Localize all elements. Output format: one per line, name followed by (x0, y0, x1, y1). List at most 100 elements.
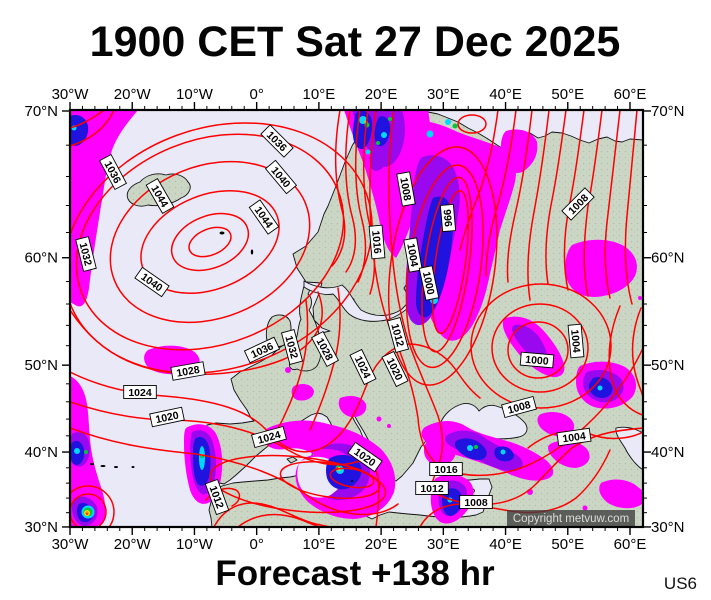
isobar-label: 1004 (567, 323, 585, 359)
isobar-label-box (260, 124, 294, 158)
isobar-label-box (556, 427, 592, 447)
lon-label-bottom: 30°W (52, 536, 90, 553)
copyright-text: Copyright metvuw.com (513, 513, 629, 525)
isobar-label-box (386, 317, 410, 353)
isobar-label-box (149, 406, 185, 428)
lat-label-left: 60°N (24, 250, 58, 267)
isobar-label-value: 1016 (369, 230, 383, 254)
isobar-label: 1024 (251, 425, 287, 449)
lon-label-top: 40°E (489, 86, 522, 103)
isobar-label-box (418, 265, 440, 301)
lon-label-top: 20°E (365, 86, 398, 103)
isobar-label: 1016 (429, 462, 463, 476)
lon-label-bottom: 20°E (365, 536, 398, 553)
isobar-label-box (349, 348, 377, 386)
isobar-label-box (567, 323, 585, 359)
lat-label-left: 30°N (24, 519, 58, 536)
isobar-label-box (243, 336, 281, 364)
lon-label-bottom: 50°E (551, 536, 584, 553)
isobar-label-value: 1032 (77, 241, 94, 267)
isobar-label: 1016 (368, 224, 386, 260)
lon-label-top: 30°W (52, 86, 90, 103)
isobar-label: 1012 (415, 481, 449, 495)
azores3 (114, 466, 118, 468)
isobar-label: 1008 (396, 171, 416, 207)
isobar-label-value: 996 (440, 209, 453, 228)
isobar-label-box (248, 199, 280, 235)
isobar-label: 1008 (459, 495, 493, 509)
isobar-label-value: 1012 (420, 483, 444, 495)
island-specks (90, 231, 353, 482)
isobar-label: 1000 (418, 265, 440, 301)
lat-label-left: 40°N (24, 444, 58, 461)
malta (351, 480, 353, 482)
isobar-label-value: 1024 (256, 429, 282, 447)
lon-label-bottom: 0° (249, 536, 263, 553)
isobar-label-box (204, 478, 230, 516)
isobar-label: 1028 (170, 361, 206, 381)
lon-label-top: 10°W (176, 86, 214, 103)
lat-label-right: 40°N (651, 444, 685, 461)
lat-label-right: 70°N (651, 103, 685, 120)
isobar-label-value: 1012 (388, 322, 406, 348)
isobar-label-box (264, 159, 298, 195)
isobar-label-box (98, 153, 128, 191)
isobar-label-box (134, 266, 170, 298)
lat-label-left: 50°N (24, 357, 58, 374)
isobar-label-box (415, 481, 449, 495)
isobar-label-value: 1008 (506, 399, 532, 417)
isobar-label-box (459, 495, 493, 509)
isobar-label-box (251, 425, 287, 449)
isobar-label-box (381, 350, 409, 388)
isobar-label: 1004 (403, 237, 423, 273)
lon-label-top: 60°E (614, 86, 647, 103)
lon-label-bottom: 20°W (114, 536, 152, 553)
isobar-label-value: 1028 (176, 364, 201, 380)
model-label: US6 (664, 574, 697, 593)
isobar-label-value: 1004 (562, 430, 587, 445)
isobar-label-box (501, 395, 537, 419)
balearics (286, 456, 298, 464)
isobar-label-box (123, 385, 157, 399)
lon-label-top: 0° (249, 86, 263, 103)
isobar-label: 1020 (149, 406, 185, 428)
forecast-title: Forecast +138 hr (215, 554, 495, 593)
isobar-label: 1032 (280, 329, 304, 365)
lon-label-bottom: 10°W (176, 536, 214, 553)
isobar-label-box (561, 187, 595, 221)
isobar-label-box (145, 178, 175, 214)
isobar-label-value: 1020 (154, 409, 179, 426)
lat-label-right: 60°N (651, 250, 685, 267)
lon-label-bottom: 40°E (489, 536, 522, 553)
isobar-label-value: 1004 (568, 329, 582, 353)
azores4 (131, 466, 135, 468)
isobar-label: 1032 (75, 236, 97, 272)
lon-label-bottom: 10°E (303, 536, 336, 553)
lon-label-bottom: 30°E (427, 536, 460, 553)
isobar-label-box (347, 441, 383, 473)
copyright-watermark: Copyright metvuw.com (507, 510, 635, 526)
lon-label-top: 30°E (427, 86, 460, 103)
isobar-label: 1012 (386, 317, 410, 353)
isobar-label-value: 1016 (434, 464, 458, 476)
isobar-label: 996 (439, 203, 457, 233)
map-body: Copyright metvuw.com 1036104010361044104… (70, 110, 643, 527)
lon-label-top: 50°E (551, 86, 584, 103)
isobar-label-value: 1000 (525, 354, 549, 368)
azores2 (100, 465, 106, 467)
lon-label-bottom: 60°E (614, 536, 647, 553)
isobar-label-box (170, 361, 206, 381)
isobar-label: 1024 (123, 385, 157, 399)
isobar-label-value: 1008 (397, 177, 413, 202)
isobar-label-box (439, 203, 457, 233)
isobar-label-box (396, 171, 416, 207)
lat-label-left: 70°N (24, 103, 58, 120)
isobar-label-value: 1004 (404, 243, 420, 268)
axis-layer: 30°W 30°W 20°W 20°W 10°W 10°W 0° 0° 10°E 10°E 20°E… (24, 86, 684, 553)
isobar-label-box (368, 224, 386, 260)
isobar-label: 1000 (519, 351, 555, 369)
azores (90, 463, 94, 465)
isobar-label-box (519, 351, 555, 369)
